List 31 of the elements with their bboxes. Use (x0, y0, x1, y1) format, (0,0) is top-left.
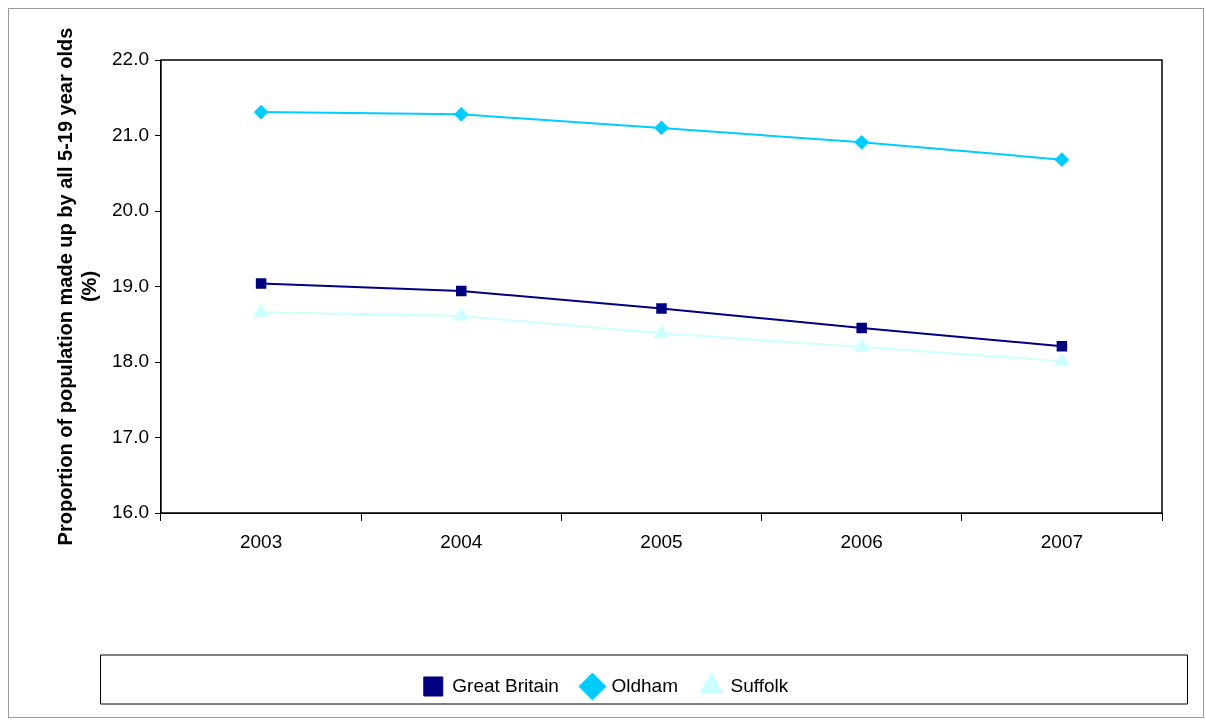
point (254, 304, 269, 317)
point (255, 278, 267, 289)
x-tick-label: 2003 (239, 530, 283, 552)
point (656, 303, 667, 314)
x-tick-label: 2007 (1040, 530, 1084, 552)
legend-label: Suffolk (730, 674, 789, 696)
y-tick-label: 17.0 (112, 425, 149, 447)
point (456, 285, 467, 297)
legend-label: Oldham (611, 674, 678, 696)
point (1054, 353, 1069, 366)
point (854, 135, 869, 150)
point (854, 338, 869, 352)
y-tick-label: 22.0 (112, 48, 149, 70)
point (254, 105, 269, 120)
x-tick-label: 2005 (640, 530, 683, 552)
point (454, 107, 469, 122)
x-tick-label: 2004 (440, 530, 483, 552)
point (1056, 340, 1068, 352)
point (654, 120, 669, 135)
y-axis-title: Proportion of population made up by all 5-19 year olds (%) (53, 27, 100, 546)
point (856, 322, 867, 334)
y-tick-label: 21.0 (112, 123, 149, 145)
legend-label: Great Britain (452, 674, 559, 696)
y-tick-label: 19.0 (112, 274, 149, 296)
y-tick-label: 16.0 (112, 501, 149, 523)
point (454, 307, 469, 321)
point (1054, 152, 1069, 167)
x-tick-label: 2006 (840, 530, 883, 552)
point (654, 325, 669, 338)
y-tick-label: 18.0 (112, 350, 149, 372)
y-tick-label: 20.0 (112, 199, 149, 221)
